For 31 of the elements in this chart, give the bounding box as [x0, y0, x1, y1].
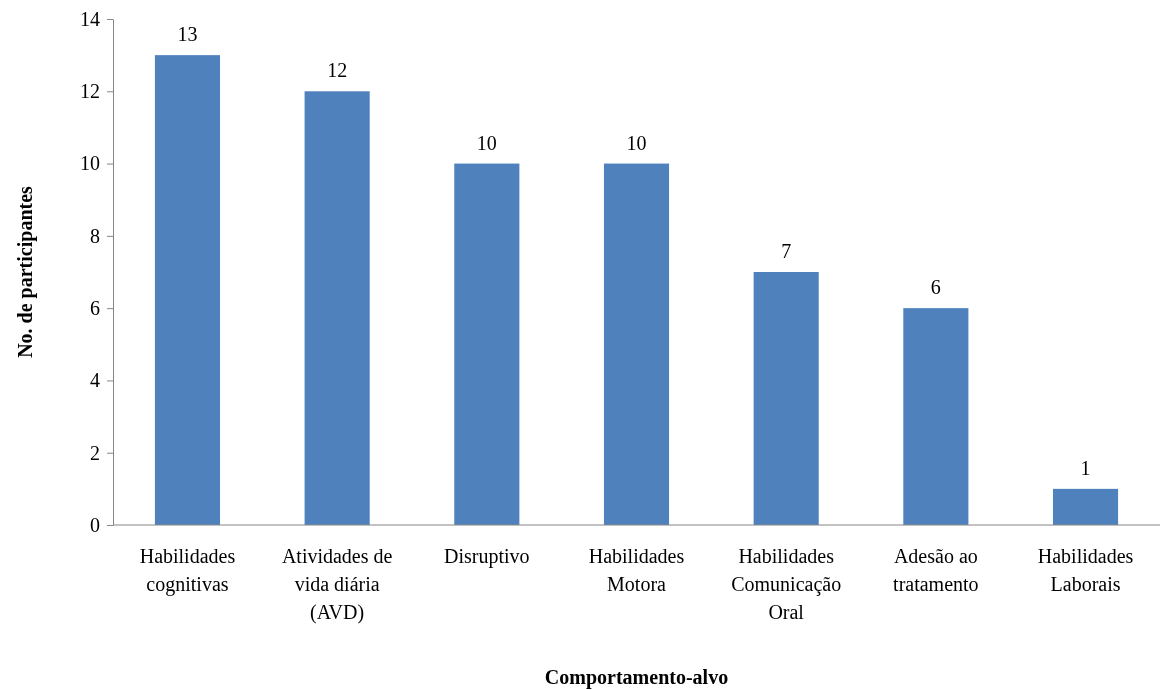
x-tick-label: Disruptivo — [444, 545, 530, 568]
data-label: 1 — [1080, 456, 1091, 479]
x-tick-label: Atividades de vida diária (AVD) — [281, 545, 393, 624]
x-axis-title: Comportamento-alvo — [544, 666, 729, 689]
data-label: 12 — [327, 59, 348, 82]
data-label: 10 — [476, 131, 497, 154]
x-tick-label: Habilidades Comunicação Oral — [731, 545, 842, 623]
x-tick-label: Habilidades Motora — [588, 545, 685, 595]
x-tick-label: Habilidades cognitivas — [139, 545, 236, 596]
x-tick-label: Habilidades Laborais — [1037, 545, 1134, 595]
y-tick-label: 0 — [90, 513, 100, 536]
y-tick-label: 10 — [80, 152, 100, 175]
data-label: 7 — [781, 240, 792, 262]
y-tick-label: 2 — [90, 441, 100, 464]
bar — [1052, 488, 1119, 525]
data-label: 13 — [177, 23, 198, 46]
data-label: 10 — [626, 131, 647, 154]
bar — [454, 163, 520, 525]
y-tick-label: 14 — [80, 7, 100, 30]
data-label: 6 — [930, 276, 941, 299]
bar — [154, 55, 221, 525]
bar — [304, 91, 370, 525]
y-tick-label: 12 — [80, 80, 100, 103]
bar — [603, 163, 670, 525]
y-axis-title: No. de participantes — [14, 185, 37, 358]
y-tick-label: 6 — [90, 297, 100, 320]
y-tick-label: 4 — [90, 369, 100, 392]
y-tick-label: 8 — [90, 224, 100, 247]
bar — [753, 272, 819, 525]
x-tick-label: Adesão ao tratamento — [893, 545, 979, 595]
bar — [903, 308, 969, 525]
